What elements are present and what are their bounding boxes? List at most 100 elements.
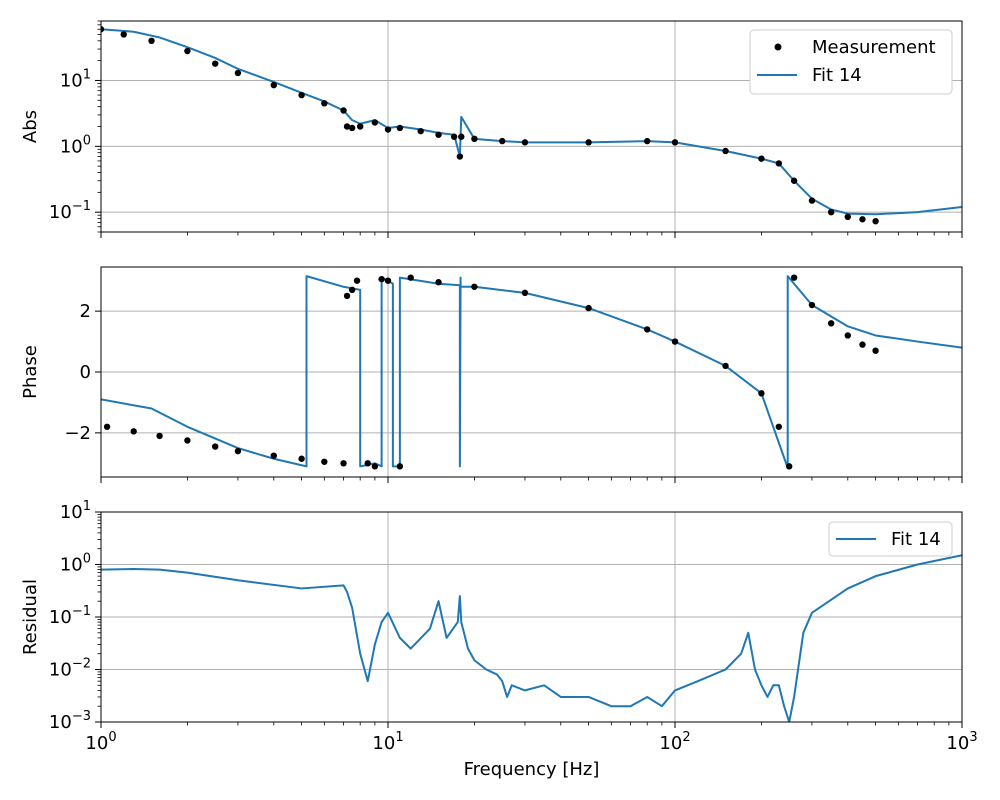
data-point-measurement [348,286,356,294]
data-point-measurement [471,283,478,290]
axes-frame [100,20,963,233]
axes-frame [100,266,963,478]
x-tick-exponent: 2 [682,730,690,745]
data-point-measurement [844,332,851,339]
legend-label-measurement: Measurement [812,37,936,58]
data-point-measurement [758,390,765,397]
data-point-measurement [643,326,651,333]
y-tick-label: 10−2 [49,657,91,681]
y-tick-label: 2 [80,301,91,322]
data-point-measurement [585,304,592,312]
data-point-measurement [521,289,529,297]
data-point-measurement [298,455,305,462]
data-point-measurement [456,153,464,160]
data-point-measurement [722,147,729,155]
data-point-measurement [371,119,379,126]
data-point-measurement [872,347,879,354]
legend-marker-measurement [774,43,782,51]
data-point-measurement [844,213,851,221]
legend-residual: Fit 14 [828,521,953,557]
y-tick-label: 101 [60,67,91,91]
x-axis-label: Frequency [Hz] [464,759,600,780]
data-point-measurement [521,139,529,146]
data-point-measurement [396,124,404,132]
data-point-measurement [321,100,328,107]
y-tick-label: 100 [60,552,91,576]
data-point-measurement [184,437,191,444]
data-point-measurement [585,139,592,146]
data-point-measurement [458,133,465,140]
data-point-measurement [364,460,371,467]
data-point-measurement [827,208,835,216]
y-axis-label: Residual [20,579,41,655]
y-tick-exponent: 1 [83,67,91,82]
y-tick-exponent: 0 [83,133,91,148]
data-point-measurement [808,301,816,309]
data-point-measurement [671,338,679,345]
data-point-measurement [671,139,679,146]
data-point-measurement [234,69,242,77]
data-point-measurement [120,31,127,38]
data-point-measurement [643,137,651,145]
data-point-measurement [775,423,783,430]
data-point-measurement [859,341,866,348]
x-tick-label: 102 [659,730,690,754]
data-point-measurement [775,160,783,167]
y-tick-label: 101 [60,499,91,523]
data-point-measurement [371,463,379,470]
data-point-measurement [471,135,478,143]
y-tick-label: 10−3 [49,709,91,733]
y-tick-exponent: −1 [72,604,91,619]
data-point-measurement [348,124,356,132]
data-point-measurement [234,447,242,455]
y-tick-label: 100 [60,133,91,157]
series-line-fit [101,28,962,216]
x-tick-exponent: 3 [969,730,977,745]
data-point-measurement [270,81,277,89]
x-tick-label: 101 [372,730,403,754]
data-point-measurement [435,279,442,286]
data-point-measurement [343,123,351,130]
data-point-measurement [321,458,328,465]
y-tick-label: 10−1 [49,199,91,223]
data-point-measurement [356,123,364,130]
data-point-measurement [722,362,729,370]
data-point-measurement [212,443,219,450]
data-point-measurement [827,320,835,327]
x-tick-label: 103 [946,730,977,754]
data-point-measurement [184,47,191,55]
y-tick-exponent: −3 [72,709,91,724]
data-point-measurement [384,126,392,133]
data-point-measurement [417,127,424,135]
data-point-measurement [859,216,866,223]
data-point-measurement [340,107,347,114]
legend-label-fit-residual: Fit 14 [891,529,941,550]
data-point-measurement [790,274,798,281]
data-point-measurement [130,428,137,435]
y-tick-label: 10−1 [49,604,91,628]
x-tick-exponent: 1 [395,730,403,745]
legend-magnitude: Measurement Fit 14 [749,29,953,95]
data-point-measurement [435,131,442,138]
y-axis-label: Abs [20,110,41,143]
data-point-measurement [786,463,793,470]
legend-label-fit: Fit 14 [812,65,862,86]
y-tick-exponent: −2 [72,657,91,672]
y-tick-label: 0 [80,362,91,383]
data-point-measurement [103,423,111,430]
y-axis-label: Phase [20,345,41,399]
data-point-measurement [353,277,361,284]
data-point-measurement [101,26,105,33]
data-point-measurement [499,137,506,145]
x-tick-exponent: 0 [108,730,116,745]
data-point-measurement [808,197,816,204]
y-tick-label: −2 [64,423,91,444]
data-point-measurement [212,60,219,67]
data-point-measurement [343,292,351,300]
axes-frame [100,511,963,723]
series-line-fit [101,554,962,722]
data-point-measurement [790,177,798,184]
y-tick-exponent: 1 [83,499,91,514]
